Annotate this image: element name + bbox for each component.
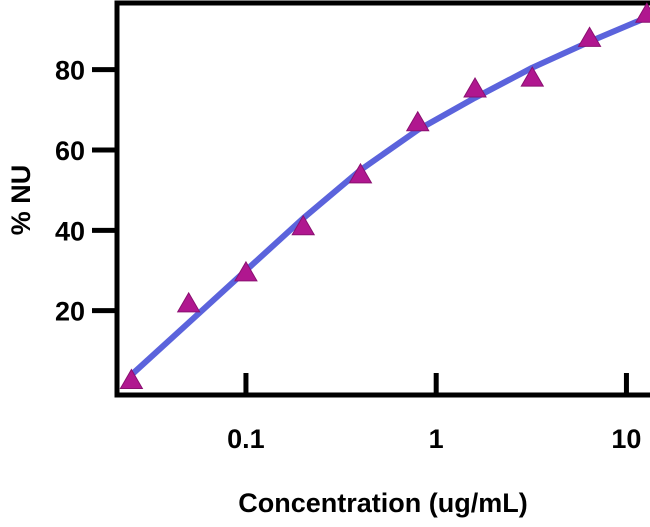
y-tick-label: 40	[55, 216, 85, 246]
data-point-triangle	[634, 2, 650, 23]
data-point-triangle	[291, 214, 316, 236]
plot-frame	[114, 0, 650, 398]
data-point-triangle	[119, 368, 144, 390]
data-point-triangle	[520, 66, 545, 87]
x-tick-label: 10	[611, 424, 641, 454]
data-point-triangle	[348, 162, 373, 184]
fit-curve	[128, 14, 650, 378]
x-tick-label: 1	[429, 424, 444, 454]
data-point-triangle	[234, 260, 258, 282]
y-tick-label: 20	[55, 297, 85, 327]
axis-ticks: 0.1 1 10 20 40 60 80	[55, 56, 642, 454]
axis-frame	[114, 0, 650, 398]
data-point-triangle	[176, 291, 201, 313]
data-point-triangle	[463, 76, 487, 98]
data-point-triangle	[405, 110, 430, 132]
x-axis-label: Concentration (ug/mL)	[238, 488, 527, 518]
y-tick-label: 80	[55, 56, 85, 86]
y-tick-label: 60	[55, 136, 85, 166]
data-point-triangle	[577, 26, 602, 47]
x-tick-label: 0.1	[227, 424, 265, 454]
data-marks	[119, 2, 650, 390]
y-axis-label: % NU	[6, 165, 36, 236]
